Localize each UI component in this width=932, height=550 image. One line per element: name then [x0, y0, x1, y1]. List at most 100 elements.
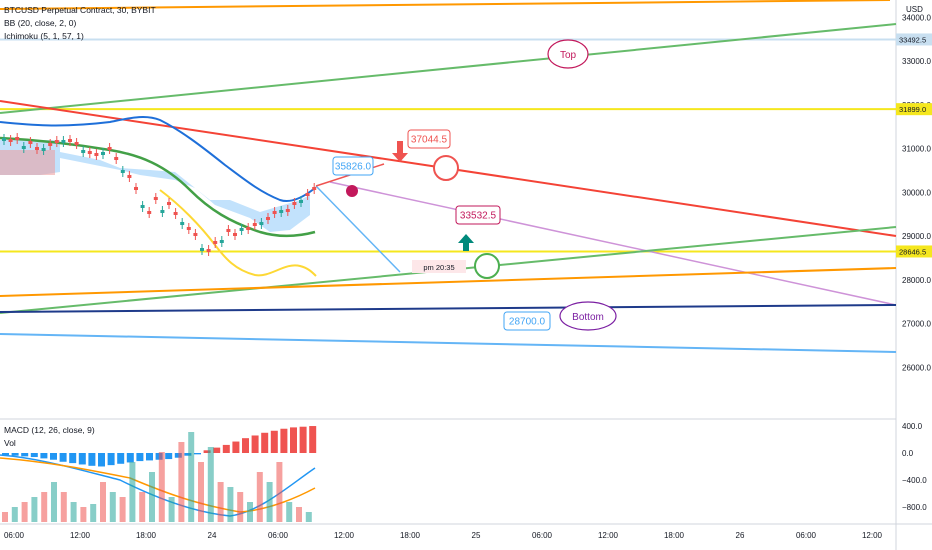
callout-37044-box [407, 129, 451, 149]
macd-histogram-bar [126, 453, 134, 463]
ichimoku-cloud [0, 140, 310, 232]
time-axis-tick: 18:00 [136, 531, 157, 540]
macd-histogram-bar [194, 453, 201, 455]
volume-bar [247, 502, 253, 522]
volume-bar [109, 492, 116, 522]
volume-bar [139, 492, 146, 522]
macd-histogram-bar [222, 444, 230, 453]
candle-body [8, 139, 13, 142]
macd-histogram-bar [59, 453, 67, 462]
time-axis-tick: 12:00 [70, 531, 91, 540]
candle-body [167, 202, 171, 205]
candle-body [292, 202, 297, 205]
volume-bar [158, 452, 165, 522]
macd-histogram-bar [174, 453, 182, 458]
macd-histogram-bar [270, 430, 278, 453]
volume-bar [207, 447, 214, 522]
candle-body [299, 200, 303, 203]
bollinger-upper [0, 115, 316, 202]
volume-bar [51, 482, 57, 522]
macd-histogram-bar [232, 441, 240, 453]
time-axis-tick: 06:00 [268, 531, 289, 540]
price-axis-tick: 27000.0 [902, 320, 931, 329]
macd-histogram-bar [2, 453, 9, 456]
macd-histogram-bar [69, 453, 77, 464]
candle-body [193, 233, 198, 236]
time-axis-tick: 18:00 [664, 531, 685, 540]
price-badge [896, 245, 932, 258]
volume-bar [188, 432, 195, 522]
trendline-blue [0, 304, 897, 313]
macd-histogram-bar [309, 426, 317, 453]
volume-bar [217, 482, 224, 522]
candle-body [180, 222, 185, 225]
candle-body [186, 227, 191, 230]
arrow-up-icon [458, 234, 474, 251]
volume-bar [41, 492, 48, 522]
candle-body [54, 140, 59, 143]
macd-axis-tick: 400.0 [902, 422, 923, 431]
macd-histogram-bar [136, 453, 144, 462]
time-axis-tick: 06:00 [532, 531, 553, 540]
volume-bars [2, 432, 312, 522]
volume-bar [2, 512, 8, 522]
pm-time-text: pm 20:35 [423, 263, 454, 272]
candle-body [252, 223, 257, 226]
trendline-green-top [0, 23, 897, 114]
macd-histogram-bar [50, 453, 57, 460]
volume-bar [90, 504, 97, 522]
bollinger-lower [159, 189, 317, 277]
macd-histogram-bar [251, 435, 259, 453]
candle-body [41, 148, 46, 151]
price-axis-tick: 31000.0 [902, 145, 931, 154]
volume-bar [60, 492, 67, 522]
price-badge-text: 33492.5 [899, 35, 926, 44]
candle-body [21, 146, 26, 149]
macd-axis: 400.0 0.0 −400.0 −800.0 [902, 422, 927, 512]
candle-body [305, 193, 310, 196]
candle-body [127, 175, 132, 178]
volume-bar [266, 482, 273, 522]
candle-body [61, 140, 66, 143]
macd-histogram-bar [107, 453, 115, 466]
bb-legend: BB (20, close, 2, 0) [4, 18, 77, 28]
bottom-bubble [559, 301, 617, 331]
vol-legend: Vol [4, 438, 16, 448]
trendline-projection-down [315, 185, 401, 273]
price-axis-tick: 28000.0 [902, 276, 931, 285]
callout-35826-text: 35826.0 [335, 162, 372, 173]
volume-bar [80, 507, 87, 522]
macd-histogram-bar [40, 453, 48, 459]
time-axis-tick: 18:00 [400, 531, 421, 540]
time-axis-tick: 12:00 [862, 531, 883, 540]
candle-body [173, 212, 178, 215]
macd-histogram-bar [11, 453, 19, 456]
volume-bar [31, 497, 38, 522]
price-badge [896, 33, 932, 46]
time-axis: 06:00 12:00 18:00 24 06:00 12:00 18:00 25 06:00 1… [4, 531, 883, 540]
price-badge-text: 31899.0 [899, 105, 926, 114]
macd-histogram-bar [261, 432, 269, 453]
candle-body [94, 153, 99, 156]
ichimoku-cloud-red [0, 150, 55, 175]
volume-bar [168, 497, 175, 522]
time-axis-tick: 26 [736, 531, 745, 540]
price-axis-tick: 34000.0 [902, 13, 931, 22]
macd-histogram-bar [242, 438, 249, 453]
candle-body [233, 233, 237, 236]
macd-histogram-bar [280, 428, 288, 453]
price-badge-text: 28646.5 [899, 247, 926, 256]
candle-body [200, 248, 204, 251]
time-axis-tick: 24 [208, 531, 217, 540]
indicator-curves [0, 115, 317, 277]
candle-body [272, 211, 277, 214]
volume-bar [149, 472, 155, 522]
bollinger-middle [0, 136, 316, 237]
volume-bar [11, 507, 18, 522]
volume-bar [256, 472, 263, 522]
macd-histogram-bar [117, 453, 125, 464]
callout-33532-box [455, 205, 501, 225]
macd-pane [0, 426, 317, 517]
